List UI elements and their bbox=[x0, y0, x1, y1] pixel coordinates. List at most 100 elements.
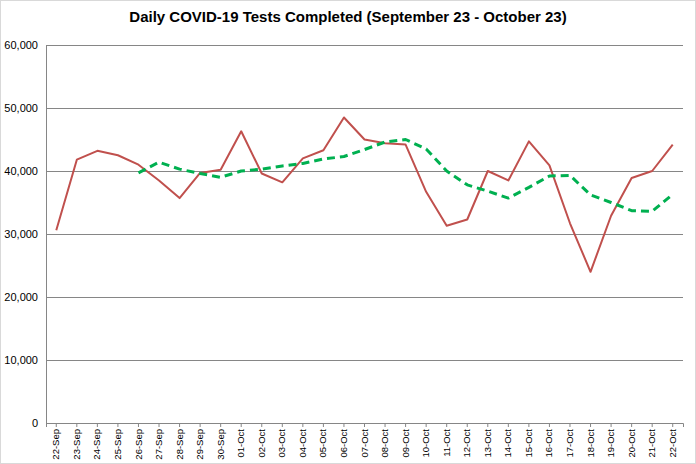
x-tick-mark bbox=[549, 423, 550, 427]
x-tick: 10-Oct bbox=[420, 423, 431, 458]
series-line bbox=[56, 117, 672, 271]
x-tick-mark bbox=[405, 423, 406, 427]
x-tick: 30-Sep bbox=[215, 423, 226, 460]
y-tick-label: 20,000 bbox=[4, 291, 38, 303]
x-tick: 25-Sep bbox=[112, 423, 123, 460]
x-tick: 18-Oct bbox=[585, 423, 596, 458]
y-tick: 10,000 bbox=[4, 354, 46, 366]
x-tick: 27-Sep bbox=[153, 423, 164, 460]
x-tick-mark bbox=[76, 423, 77, 427]
x-tick-label: 26-Sep bbox=[133, 429, 144, 460]
x-tick: 11-Oct bbox=[441, 423, 452, 457]
x-tick: 06-Oct bbox=[338, 423, 349, 458]
y-axis: 010,00020,00030,00040,00050,00060,000 bbox=[4, 39, 46, 429]
x-tick-label: 24-Sep bbox=[91, 429, 102, 460]
x-tick: 22-Oct bbox=[667, 423, 678, 458]
x-tick: 02-Oct bbox=[256, 423, 267, 458]
x-tick-label: 16-Oct bbox=[543, 429, 554, 458]
x-tick-label: 06-Oct bbox=[338, 429, 349, 458]
x-tick-mark bbox=[220, 423, 221, 427]
x-tick: 07-Oct bbox=[359, 423, 370, 458]
x-tick-mark bbox=[261, 423, 262, 427]
x-tick-label: 25-Sep bbox=[112, 429, 123, 460]
y-tick: 20,000 bbox=[4, 291, 46, 303]
x-tick-label: 14-Oct bbox=[502, 429, 513, 458]
x-tick-mark bbox=[117, 423, 118, 427]
x-tick-mark bbox=[323, 423, 324, 427]
grid-line bbox=[46, 108, 683, 109]
x-tick-mark bbox=[138, 423, 139, 427]
x-tick: 24-Sep bbox=[91, 423, 102, 460]
grid-line bbox=[46, 45, 683, 46]
x-tick-label: 04-Oct bbox=[297, 429, 308, 458]
x-tick: 03-Oct bbox=[276, 423, 287, 458]
x-tick-mark bbox=[672, 423, 673, 427]
x-tick: 16-Oct bbox=[543, 423, 554, 458]
x-tick-mark bbox=[590, 423, 591, 427]
grid bbox=[46, 45, 683, 423]
x-tick: 09-Oct bbox=[400, 423, 411, 458]
x-tick: 29-Sep bbox=[194, 423, 205, 460]
x-tick-label: 28-Sep bbox=[174, 429, 185, 460]
x-tick: 15-Oct bbox=[523, 423, 534, 458]
x-tick-mark bbox=[508, 423, 509, 427]
plot-area bbox=[56, 117, 672, 271]
x-tick-label: 29-Sep bbox=[194, 429, 205, 460]
x-tick-mark bbox=[200, 423, 201, 427]
x-tick-label: 18-Oct bbox=[585, 429, 596, 458]
x-axis: 22-Sep 23-Sep 24-Sep 25-Sep 26-Sep 27-Sep 28-S… bbox=[47, 423, 684, 460]
x-tick-label: 05-Oct bbox=[317, 429, 328, 458]
x-tick-label: 08-Oct bbox=[379, 429, 390, 458]
x-tick-mark bbox=[241, 423, 242, 427]
x-tick-mark bbox=[569, 423, 570, 427]
x-tick: 22-Sep bbox=[50, 423, 61, 460]
x-tick: 13-Oct bbox=[482, 423, 493, 458]
x-tick: 01-Oct bbox=[235, 423, 246, 458]
x-tick-mark bbox=[282, 423, 283, 427]
x-tick-mark bbox=[97, 423, 98, 427]
y-tick-label: 30,000 bbox=[4, 228, 38, 240]
x-tick-label: 15-Oct bbox=[523, 429, 534, 458]
y-tick-label: 50,000 bbox=[4, 102, 38, 114]
y-tick: 40,000 bbox=[4, 165, 46, 177]
x-tick: 23-Sep bbox=[71, 423, 82, 460]
x-tick-label: 23-Sep bbox=[71, 429, 82, 460]
x-tick-label: 30-Sep bbox=[215, 429, 226, 460]
x-tick-label: 20-Oct bbox=[626, 429, 637, 458]
grid-line bbox=[46, 297, 683, 298]
x-tick-mark bbox=[56, 423, 57, 427]
series-line bbox=[138, 140, 672, 212]
x-tick-mark bbox=[343, 423, 344, 427]
x-tick-mark bbox=[631, 423, 632, 427]
x-tick-label: 27-Sep bbox=[153, 429, 164, 460]
y-tick-label: 40,000 bbox=[4, 165, 38, 177]
x-tick-mark bbox=[528, 423, 529, 427]
x-tick-label: 19-Oct bbox=[605, 429, 616, 458]
x-tick-mark bbox=[426, 423, 427, 427]
x-tick: 05-Oct bbox=[317, 423, 328, 458]
x-tick-mark bbox=[611, 423, 612, 427]
x-tick-label: 10-Oct bbox=[420, 429, 431, 458]
x-tick-label: 07-Oct bbox=[359, 429, 370, 458]
chart: Daily COVID-19 Tests Completed (Septembe… bbox=[0, 0, 696, 464]
x-tick: 12-Oct bbox=[461, 423, 472, 458]
x-tick: 08-Oct bbox=[379, 423, 390, 458]
x-tick-label: 03-Oct bbox=[276, 429, 287, 458]
y-axis-line bbox=[46, 46, 47, 424]
grid-line bbox=[46, 360, 683, 361]
x-tick: 20-Oct bbox=[626, 423, 637, 458]
x-tick-mark bbox=[385, 423, 386, 427]
x-tick: 21-Oct bbox=[646, 423, 657, 458]
x-tick-mark bbox=[179, 423, 180, 427]
x-tick-label: 21-Oct bbox=[646, 429, 657, 458]
x-tick: 19-Oct bbox=[605, 423, 616, 458]
chart-border bbox=[1, 1, 696, 464]
y-tick-label: 60,000 bbox=[4, 39, 38, 51]
x-tick-mark bbox=[302, 423, 303, 427]
x-tick: 04-Oct bbox=[297, 423, 308, 458]
x-tick-mark bbox=[652, 423, 653, 427]
grid-line bbox=[46, 234, 683, 235]
y-tick: 50,000 bbox=[4, 102, 46, 114]
x-tick-label: 22-Oct bbox=[667, 429, 678, 458]
x-tick-mark bbox=[446, 423, 447, 427]
